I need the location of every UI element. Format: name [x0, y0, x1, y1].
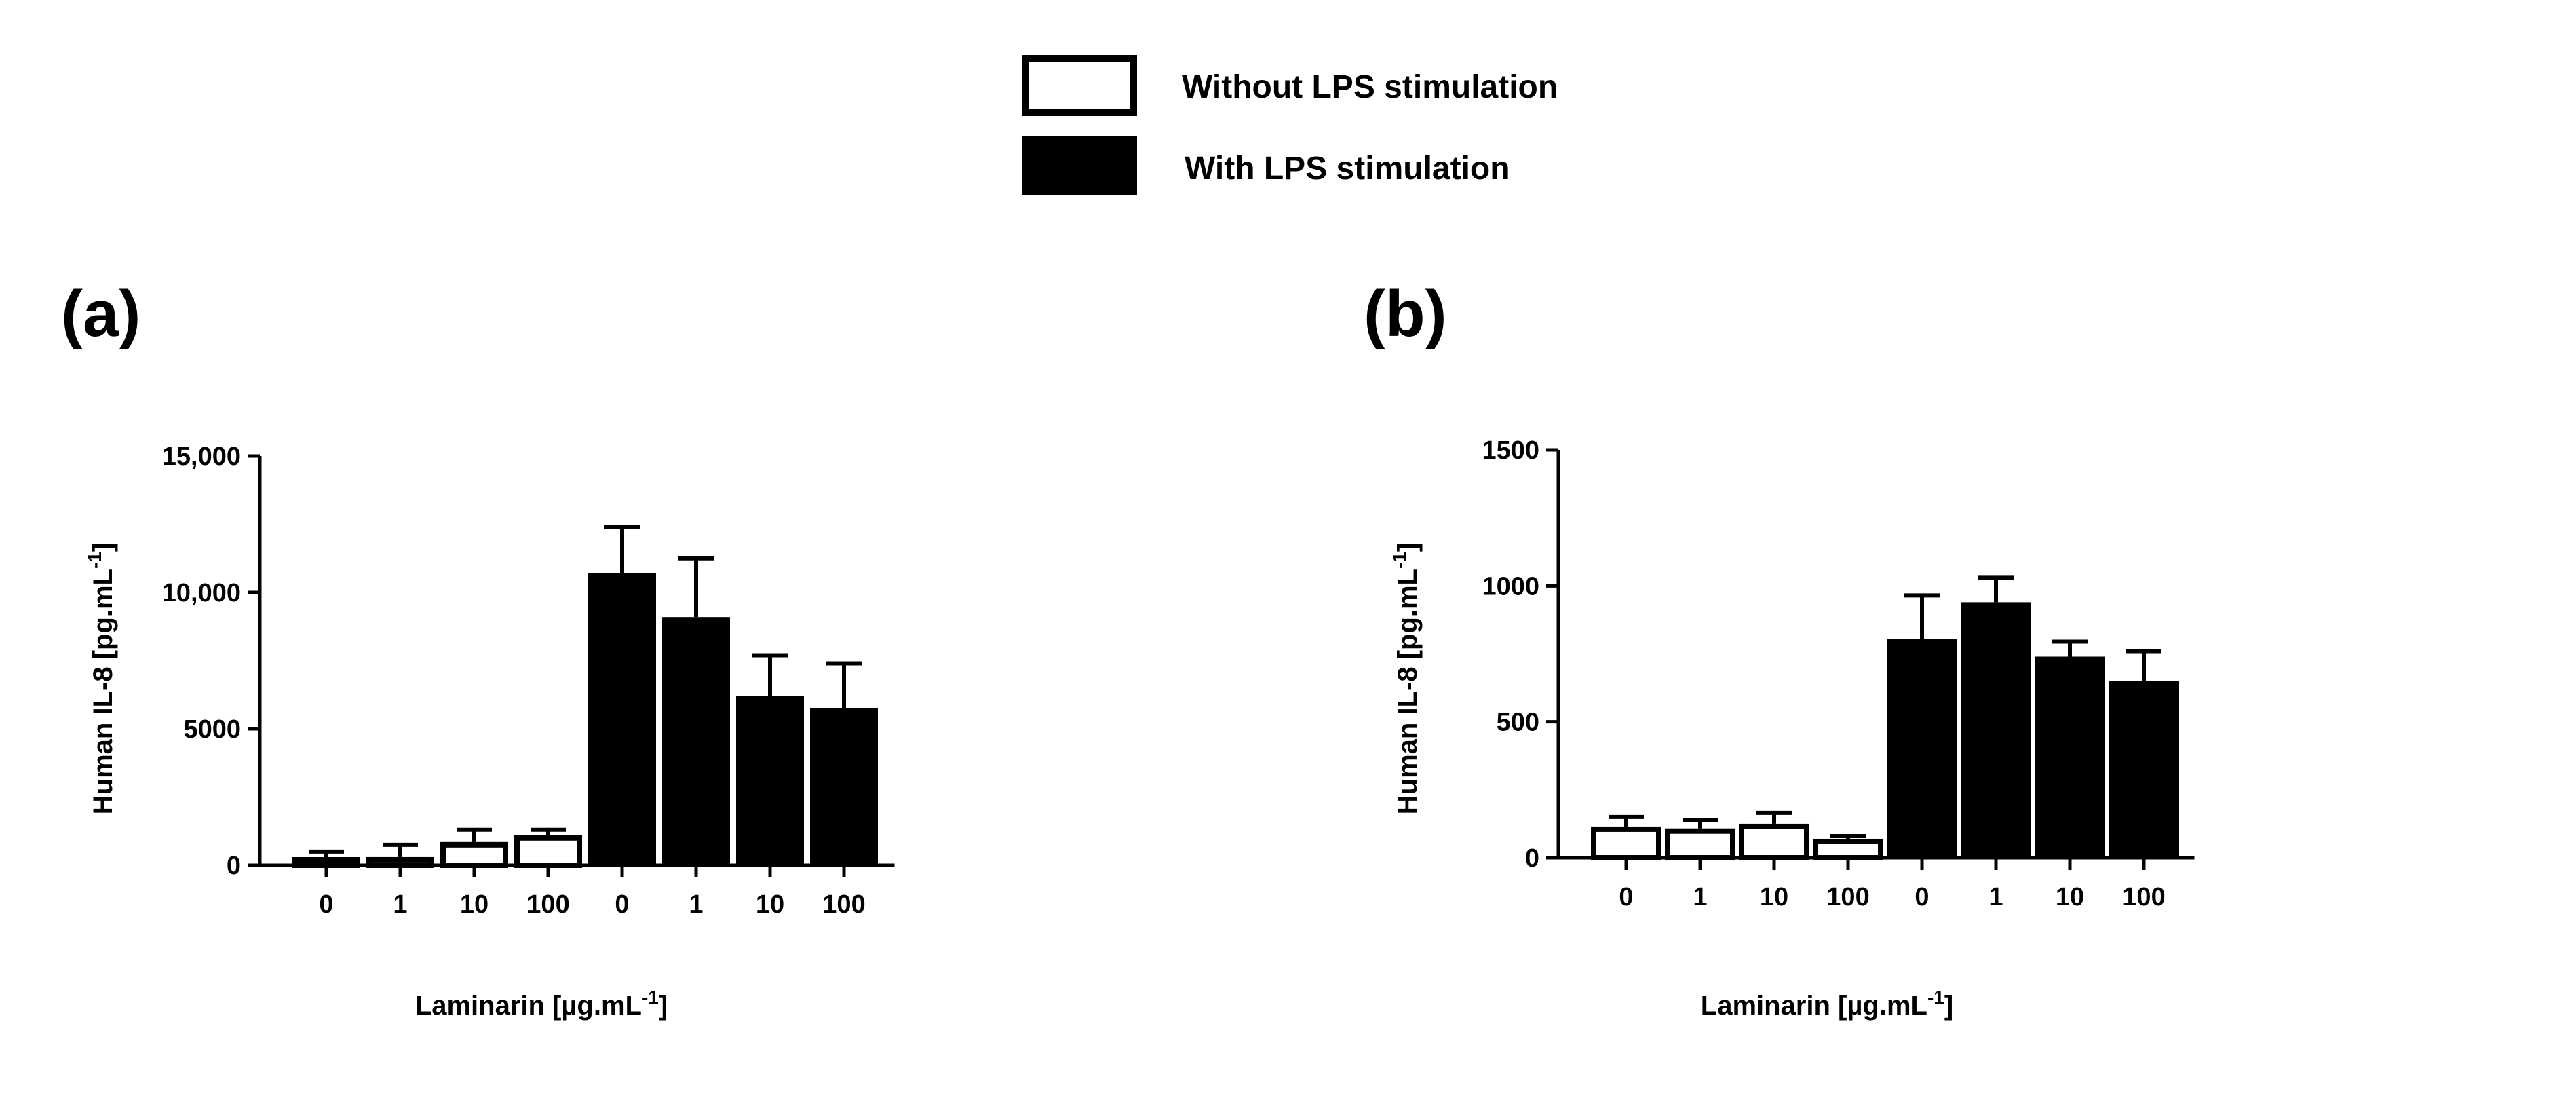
panel-a-x-tick-label: 0 — [615, 890, 629, 919]
panel-b-x-tick-label: 100 — [1826, 883, 1869, 911]
legend-label-with-lps: With LPS stimulation — [1185, 151, 1510, 187]
panel-a-x-axis-title-text: Laminarin [µg.mL-1] — [415, 987, 668, 1021]
panel-a-y-tick-label: 5000 — [183, 715, 241, 744]
panel-a-y-tick-label: 0 — [227, 852, 241, 880]
panel-a-x-tick-label: 10 — [460, 890, 488, 919]
panel-a-y-axis-title-text: Human IL-8 [pg.mL-1] — [84, 543, 118, 814]
panel-b: (b) Human IL-8 [pg.mL-1] Laminarin [µg.m… — [1364, 278, 2195, 1021]
panel-b-x-axis-title: Laminarin [µg.mL-1] — [1701, 987, 1953, 1021]
panel-b-bar-with-lps — [1887, 639, 1957, 858]
panel-b-label: (b) — [1364, 278, 1447, 350]
panel-b-bar-without-lps — [1591, 826, 1661, 861]
panel-b-y-axis-title: Human IL-8 [pg.mL-1] — [1389, 543, 1423, 814]
panel-a-y-tick-label: 15,000 — [162, 442, 241, 471]
panel-a-bar-without-lps — [440, 841, 508, 868]
panel-a-x-tick-label: 0 — [319, 890, 333, 919]
panel-b-y-tick-label: 0 — [1525, 844, 1539, 873]
panel-b-x-tick-label: 1 — [1988, 883, 2003, 911]
panel-a-x-tick-label: 10 — [756, 890, 784, 919]
panel-a: (a) Human IL-8 [pg.mL-1] Laminarin [µg.m… — [61, 278, 895, 1021]
legend-swatch-without-lps — [1022, 55, 1137, 116]
panel-b-y-axis-title-text: Human IL-8 [pg.mL-1] — [1389, 543, 1423, 814]
panel-a-y-axis-title: Human IL-8 [pg.mL-1] — [84, 543, 118, 814]
panel-b-x-tick-label: 10 — [1760, 883, 1788, 911]
panel-b-x-tick-label: 0 — [1915, 883, 1929, 911]
panel-a-bar-without-lps — [292, 857, 360, 868]
legend: Without LPS stimulation With LPS stimula… — [1022, 55, 1558, 195]
panel-a-x-tick-label: 1 — [393, 890, 407, 919]
panel-a-plot-area: 0 5000 10,000 15,000 0 1 10 100 0 1 10 100 — [162, 442, 895, 919]
panel-a-x-tick-label: 1 — [689, 890, 703, 919]
panel-b-y-tick-label: 1000 — [1482, 572, 1539, 601]
panel-a-x-axis-title: Laminarin [µg.mL-1] — [415, 987, 668, 1021]
panel-b-bar-with-lps — [2109, 681, 2179, 858]
panel-a-bar-with-lps — [810, 708, 878, 865]
panel-a-bar-with-lps — [588, 573, 656, 865]
panel-b-y-tick-label: 1500 — [1482, 436, 1539, 465]
panel-a-y-tick-label: 10,000 — [162, 579, 241, 607]
panel-b-bar-with-lps — [1961, 602, 2031, 858]
panel-a-bar-with-lps — [736, 696, 804, 865]
panel-a-bar-without-lps — [366, 856, 434, 868]
legend-label-without-lps: Without LPS stimulation — [1182, 69, 1558, 105]
panel-b-x-axis-title-text: Laminarin [µg.mL-1] — [1701, 987, 1953, 1021]
panel-a-bar-without-lps — [514, 835, 582, 869]
panel-a-label: (a) — [61, 278, 140, 350]
panel-b-y-tick-label: 500 — [1497, 708, 1539, 737]
panel-b-bar-without-lps — [1813, 838, 1883, 861]
panel-b-x-tick-label: 100 — [2122, 883, 2165, 911]
panel-b-bar-without-lps — [1665, 828, 1735, 861]
panel-b-x-tick-label: 1 — [1693, 883, 1707, 911]
panel-a-bar-with-lps — [662, 617, 730, 865]
legend-swatch-with-lps — [1022, 136, 1137, 195]
panel-b-x-tick-label: 0 — [1619, 883, 1633, 911]
panel-a-x-tick-label: 100 — [526, 890, 569, 919]
panel-b-x-tick-label: 10 — [2056, 883, 2084, 911]
panel-b-bar-without-lps — [1739, 823, 1809, 860]
panel-a-x-tick-label: 100 — [822, 890, 865, 919]
panel-b-bar-with-lps — [2035, 656, 2105, 858]
